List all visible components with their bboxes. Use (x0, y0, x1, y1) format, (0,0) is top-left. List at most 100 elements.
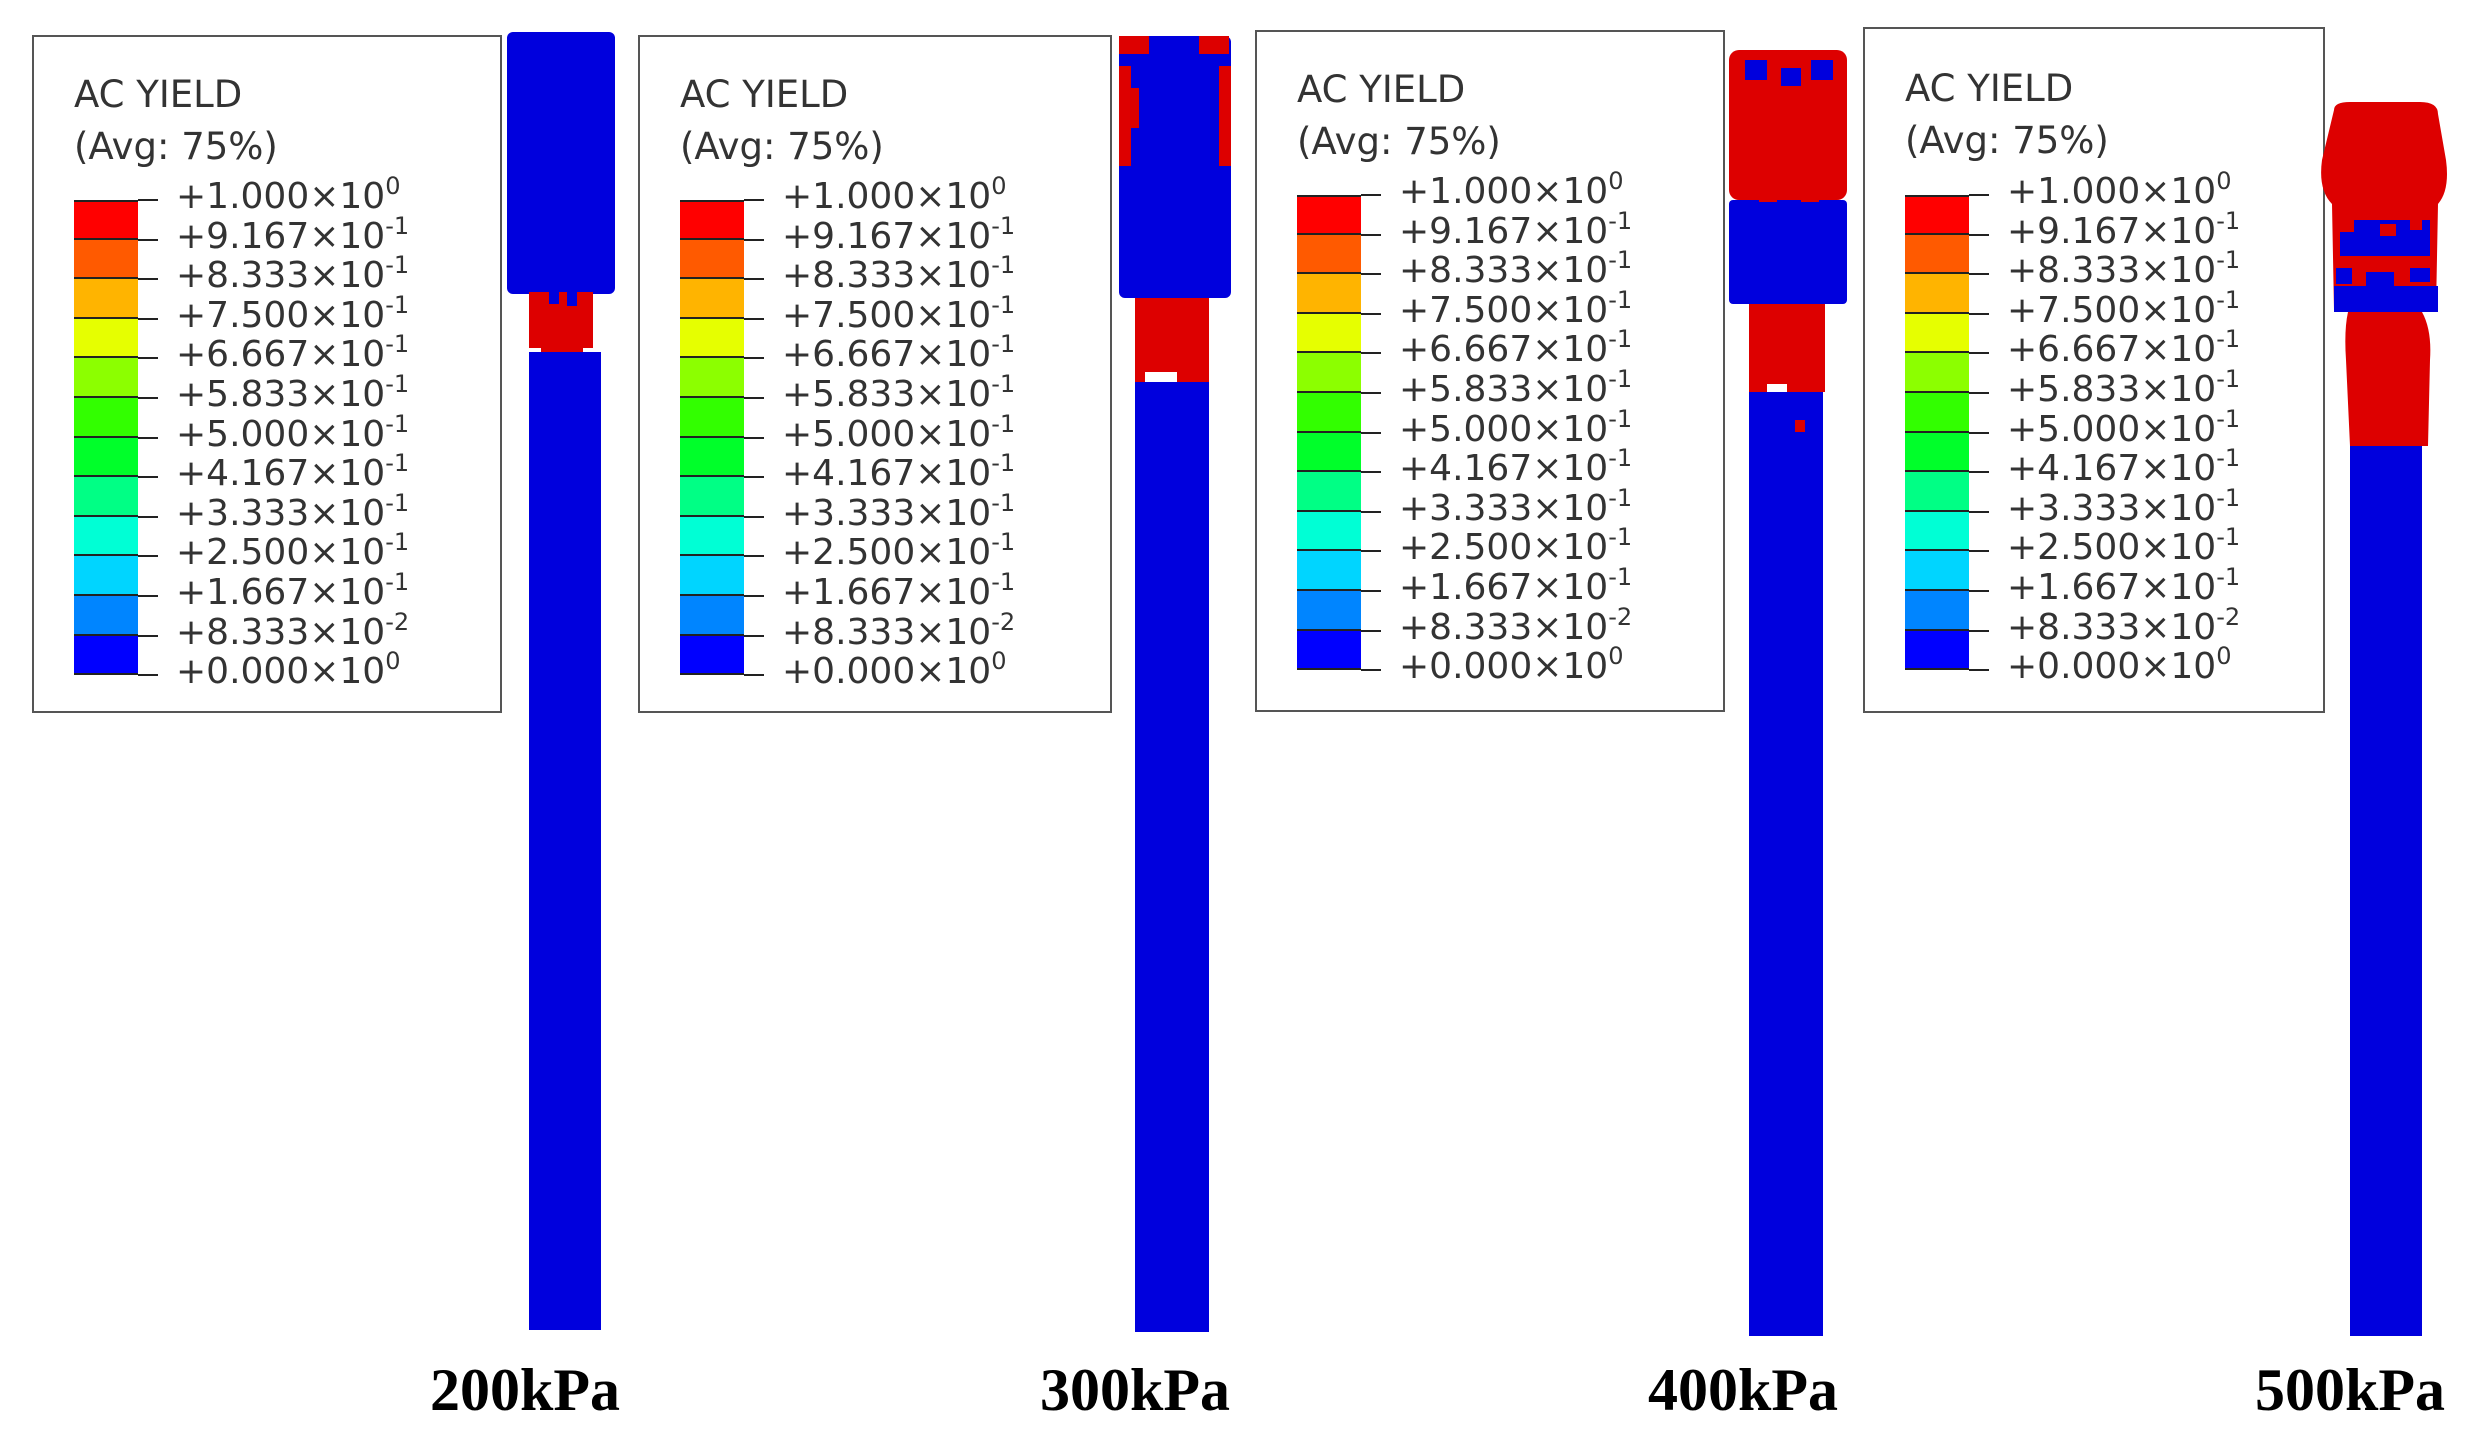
tick-exponent: -2 (991, 607, 1016, 636)
scale-tick-label: +8.333×10-1 (782, 253, 1015, 297)
tick-mantissa: +5.833×10 (2007, 369, 2217, 410)
tick-mantissa: +4.167×10 (2007, 448, 2217, 490)
color-swatch (1297, 432, 1361, 473)
tick-exponent: 0 (2216, 642, 2232, 671)
tick-exponent: -1 (1608, 523, 1633, 552)
tick-mantissa: +1.667×10 (782, 572, 992, 613)
pile-yield-hole (549, 292, 559, 304)
color-swatch (1297, 630, 1361, 671)
scale-tick (1969, 392, 1989, 394)
scale-tick-label: +8.333×10-1 (2007, 248, 2240, 292)
scale-tick (744, 674, 764, 677)
scale-tick (1969, 431, 1989, 434)
tick-mantissa: +9.167×10 (2007, 210, 2217, 252)
tick-exponent: -1 (1608, 404, 1633, 433)
color-swatch (1905, 591, 1969, 631)
tick-exponent: -1 (1608, 563, 1633, 591)
tick-exponent: -1 (385, 528, 410, 557)
color-swatch (1297, 313, 1361, 354)
scale-tick (744, 278, 764, 281)
tick-mantissa: +7.500×10 (1399, 289, 1609, 331)
tick-mantissa: +0.000×10 (1399, 646, 1609, 688)
scale-tick (744, 555, 764, 558)
tick-mantissa: +3.333×10 (782, 492, 992, 534)
scale-tick (138, 357, 158, 360)
legend-subtitle: (Avg: 75%) (1905, 119, 2109, 162)
pile-yield-hole (2336, 268, 2352, 284)
pile-yield-hole (2410, 268, 2430, 282)
tick-exponent: -1 (385, 568, 410, 596)
color-swatch (1905, 630, 1969, 671)
pile-yield-spot (1119, 66, 1131, 166)
tick-exponent: -1 (385, 488, 410, 517)
tick-mantissa: +6.667×10 (2007, 329, 2217, 371)
scale-tick-label: +4.167×10-1 (1399, 446, 1632, 488)
pile-500kpa (2310, 100, 2460, 1340)
color-swatch (680, 358, 744, 398)
scale-tick-label: +4.167×10-1 (2007, 446, 2240, 490)
tick-mantissa: +9.167×10 (1399, 210, 1609, 252)
pile-yield-spot (1801, 188, 1819, 202)
scale-tick (1361, 550, 1381, 553)
tick-exponent: -1 (2216, 246, 2241, 275)
tick-exponent: -1 (385, 211, 410, 240)
tick-exponent: -1 (1608, 325, 1633, 354)
tick-exponent: -1 (385, 370, 410, 398)
tick-exponent: -1 (991, 568, 1016, 596)
tick-mantissa: +0.000×10 (782, 651, 992, 693)
scale-tick-label: +5.833×10-1 (782, 372, 1015, 414)
tick-exponent: -1 (991, 251, 1016, 280)
legend-title: AC YIELD (1905, 67, 2074, 110)
tick-mantissa: +9.167×10 (782, 215, 992, 257)
tick-mantissa: +5.000×10 (1399, 408, 1609, 450)
scale-tick-label: +9.167×10-1 (782, 214, 1015, 257)
scale-tick (1361, 273, 1381, 276)
pile-yield-hole (567, 292, 577, 306)
color-swatch (1297, 274, 1361, 314)
legend-subtitle: (Avg: 75%) (74, 125, 278, 168)
color-swatch (74, 556, 138, 596)
scale-tick (1361, 352, 1381, 355)
load-label: 500kPa (2255, 1357, 2446, 1423)
color-swatch (1297, 393, 1361, 433)
pile-head-elastic (507, 32, 615, 294)
tick-exponent: -1 (991, 409, 1016, 438)
tick-exponent: 0 (991, 172, 1007, 200)
scale-tick-label: +6.667×10-1 (782, 332, 1015, 376)
tick-exponent: -1 (2216, 483, 2241, 512)
tick-exponent: -1 (991, 290, 1016, 319)
scale-tick (1361, 510, 1381, 513)
panel-400kpa: AC YIELD (Avg: 75%) +1.000×100 +9.167×10-… (0, 0, 1847, 1437)
color-swatch (74, 239, 138, 280)
tick-exponent: -2 (2216, 602, 2241, 631)
color-swatch (74, 596, 138, 636)
scale-tick-label: +9.167×10-1 (176, 214, 409, 256)
color-swatch (1905, 234, 1969, 275)
scale-tick (1361, 194, 1381, 196)
tick-mantissa: +3.333×10 (2007, 487, 2217, 529)
tick-mantissa: +8.333×10 (2007, 250, 2217, 292)
color-swatch (1297, 511, 1361, 552)
color-swatch (1297, 472, 1361, 512)
pile-200kpa (505, 30, 625, 1330)
color-swatch (680, 437, 744, 478)
tick-mantissa: +7.500×10 (2007, 289, 2217, 331)
scale-tick-label: +9.167×10-1 (1399, 209, 1632, 252)
tick-mantissa: +3.333×10 (1399, 487, 1609, 529)
tick-exponent: -1 (385, 330, 410, 359)
scale-tick-label: +3.333×10-1 (1399, 486, 1632, 529)
pile-shaft-elastic (1135, 382, 1209, 1332)
tick-mantissa: +5.833×10 (1399, 369, 1609, 410)
legend-box: AC YIELD (Avg: 75%) +1.000×100 +9.167×10-… (32, 35, 502, 713)
color-swatch (74, 635, 138, 676)
scale-tick (1361, 629, 1381, 632)
scale-tick (1969, 471, 1989, 474)
scale-tick-label: +8.333×10-2 (782, 610, 1015, 652)
tick-mantissa: +8.333×10 (782, 255, 992, 297)
scale-tick-label: +0.000×100 (782, 649, 1006, 693)
scale-tick-label: +7.500×10-1 (1399, 288, 1632, 331)
pile-400kpa (1725, 48, 1855, 1338)
pile-head-elastic (2334, 286, 2438, 312)
tick-mantissa: +6.667×10 (782, 334, 992, 376)
pile-shaft-elastic (2350, 446, 2422, 1336)
